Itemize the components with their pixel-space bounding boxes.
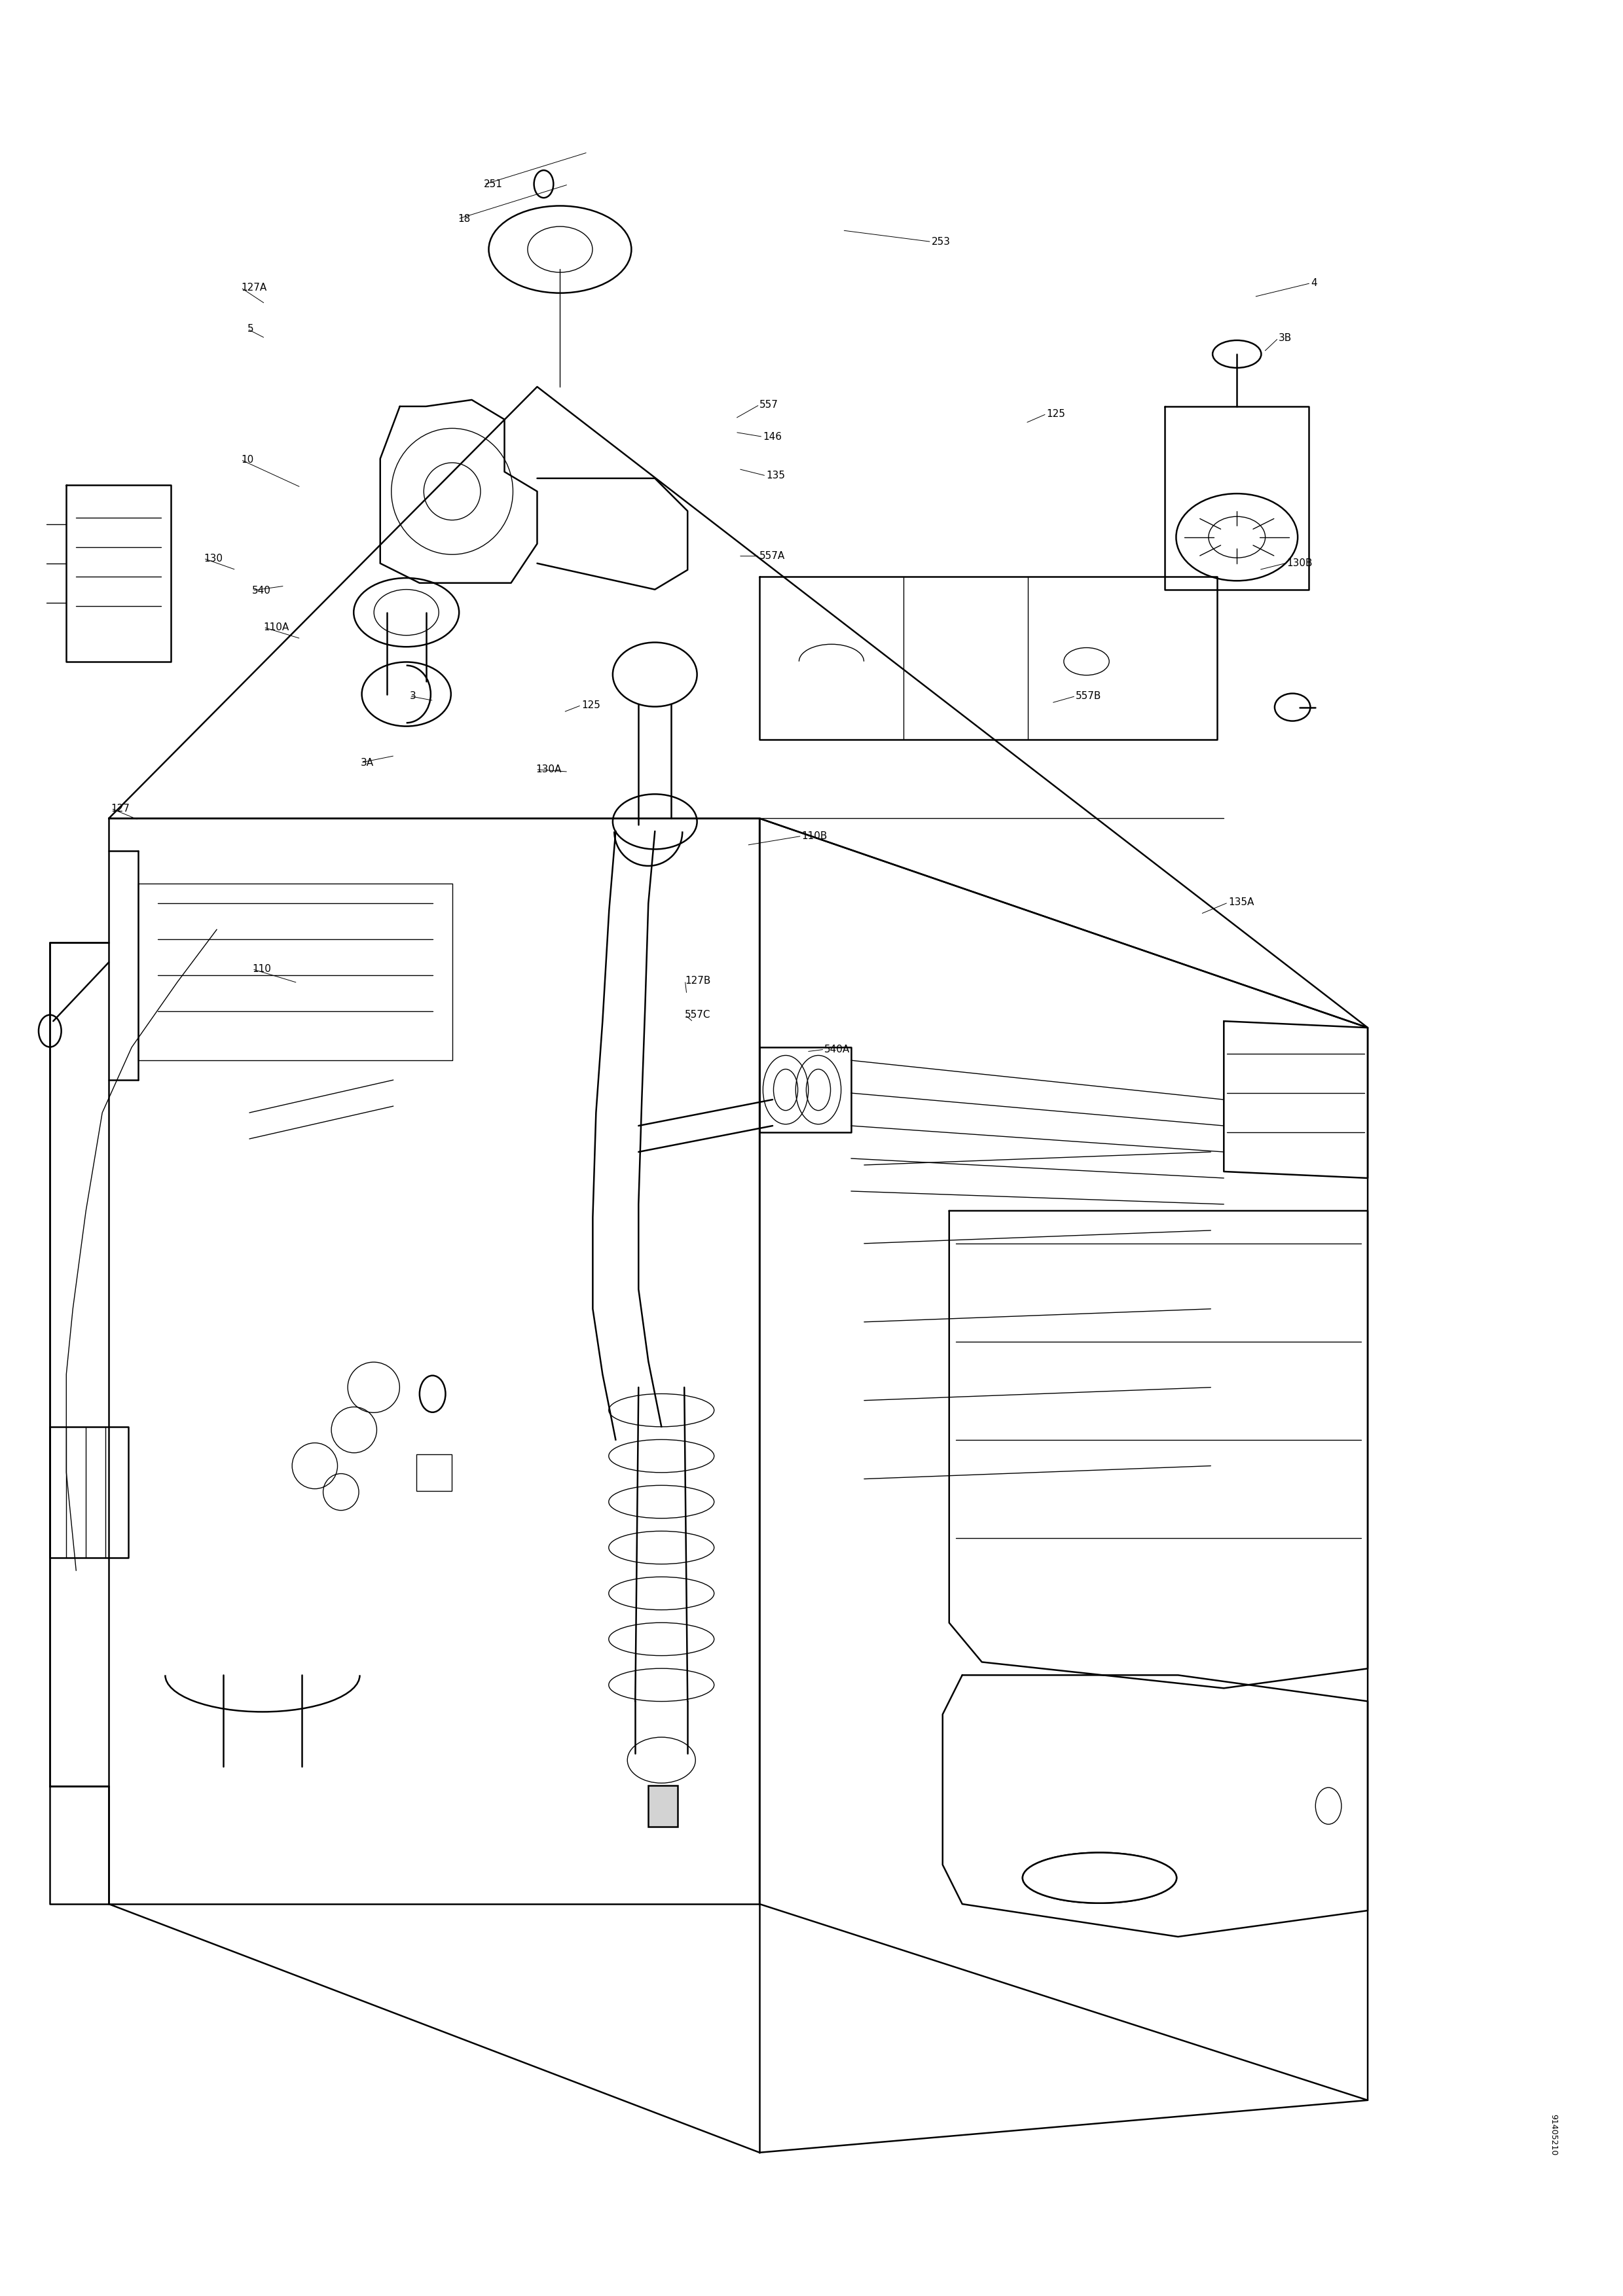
Text: 3A: 3A xyxy=(360,758,373,767)
Text: 130B: 130B xyxy=(1287,558,1313,567)
Text: 110B: 110B xyxy=(802,831,828,840)
Text: 557B: 557B xyxy=(1076,691,1102,700)
Text: 3B: 3B xyxy=(1279,333,1292,342)
Text: 251: 251 xyxy=(484,179,503,188)
Text: 110: 110 xyxy=(252,964,271,974)
Bar xyxy=(648,1786,677,1828)
Text: 540: 540 xyxy=(252,585,271,595)
Text: 127B: 127B xyxy=(685,976,711,985)
Text: 557C: 557C xyxy=(685,1010,711,1019)
Text: 127A: 127A xyxy=(240,282,266,292)
Text: 91405210: 91405210 xyxy=(1548,2115,1558,2156)
Text: 253: 253 xyxy=(932,236,951,246)
Text: 135A: 135A xyxy=(1229,898,1255,907)
Text: 130A: 130A xyxy=(536,765,562,774)
Text: 110A: 110A xyxy=(263,622,289,631)
Text: 3: 3 xyxy=(409,691,415,700)
Text: 10: 10 xyxy=(240,455,253,464)
Text: 135: 135 xyxy=(766,471,786,480)
Text: 127: 127 xyxy=(110,804,130,813)
Text: 5: 5 xyxy=(247,324,253,333)
Text: 146: 146 xyxy=(763,432,782,441)
Text: 540A: 540A xyxy=(824,1045,850,1054)
Text: 557: 557 xyxy=(760,400,779,409)
Ellipse shape xyxy=(613,643,696,707)
Bar xyxy=(417,1453,451,1490)
Text: 18: 18 xyxy=(458,214,471,223)
Text: 130: 130 xyxy=(203,553,222,563)
Text: 4: 4 xyxy=(1311,278,1318,287)
Text: 557A: 557A xyxy=(760,551,786,560)
Text: 125: 125 xyxy=(1047,409,1065,418)
Ellipse shape xyxy=(1022,1853,1177,1903)
Text: 125: 125 xyxy=(581,700,601,709)
